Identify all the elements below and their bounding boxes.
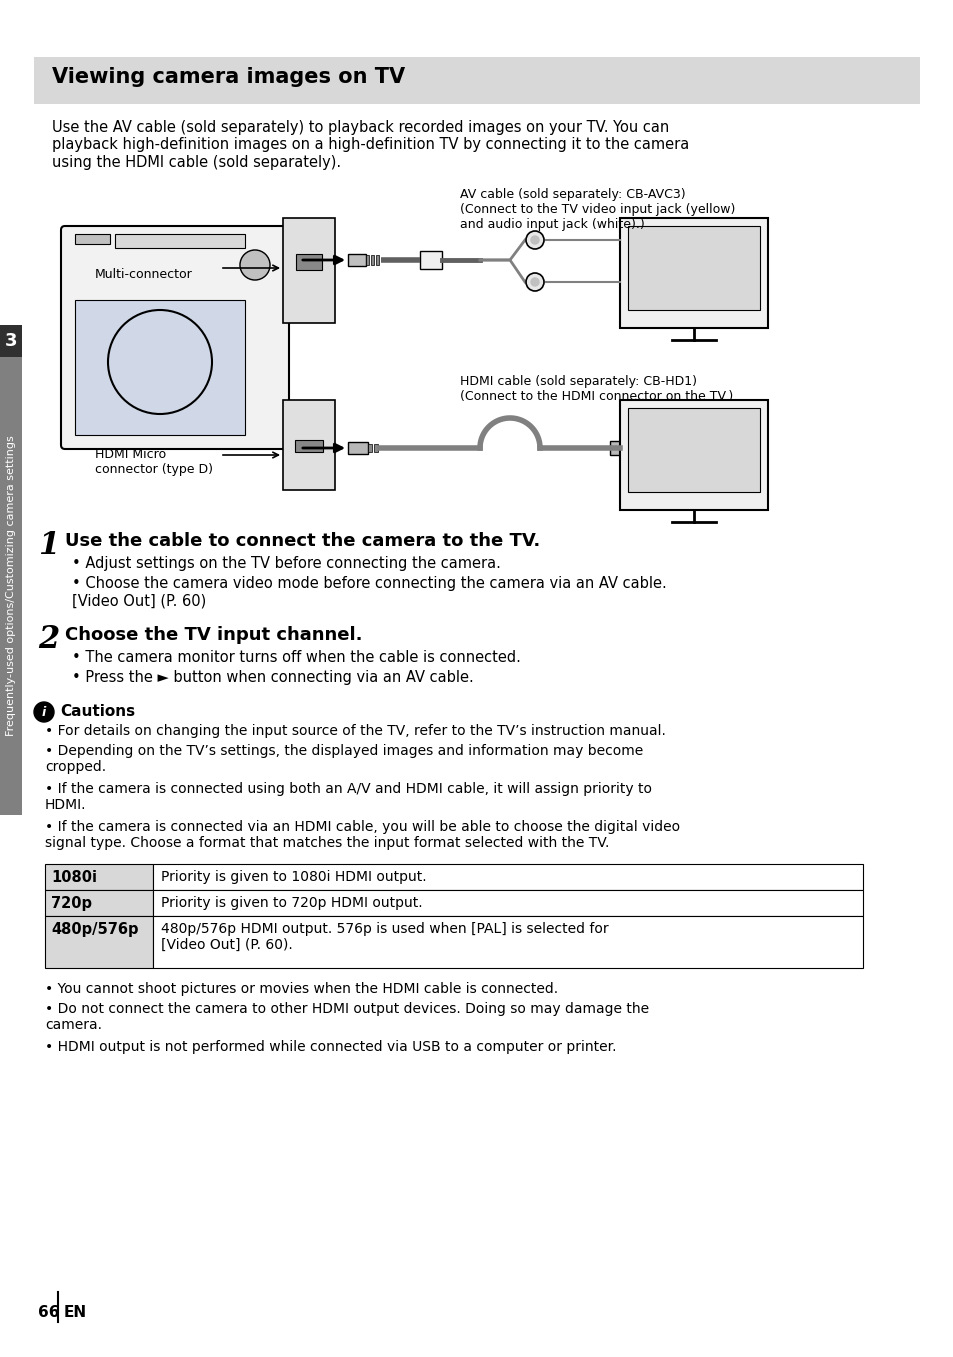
Text: 720p: 720p bbox=[51, 896, 91, 911]
Bar bbox=[619, 218, 767, 328]
Circle shape bbox=[142, 345, 178, 380]
Circle shape bbox=[240, 250, 270, 280]
Circle shape bbox=[130, 332, 190, 392]
Bar bbox=[374, 444, 377, 452]
Bar bbox=[368, 444, 372, 452]
Text: 3: 3 bbox=[5, 332, 17, 350]
Circle shape bbox=[108, 309, 212, 414]
Bar bbox=[348, 442, 368, 455]
Text: AV cable (sold separately: CB-AVC3)
(Connect to the TV video input jack (yellow): AV cable (sold separately: CB-AVC3) (Con… bbox=[459, 189, 735, 231]
Circle shape bbox=[531, 236, 538, 244]
Bar bbox=[627, 227, 760, 309]
Text: Frequently-used options/Customizing camera settings: Frequently-used options/Customizing came… bbox=[6, 436, 16, 737]
Bar bbox=[152, 916, 862, 968]
Bar bbox=[45, 890, 152, 916]
Text: • Adjust settings on the TV before connecting the camera.: • Adjust settings on the TV before conne… bbox=[71, 556, 500, 571]
Circle shape bbox=[531, 278, 538, 286]
Text: 480p/576p HDMI output. 576p is used when [PAL] is selected for
[Video Out] (P. 6: 480p/576p HDMI output. 576p is used when… bbox=[161, 921, 608, 953]
Bar bbox=[115, 233, 245, 248]
Bar bbox=[0, 324, 22, 816]
Bar bbox=[348, 254, 366, 266]
Text: Priority is given to 1080i HDMI output.: Priority is given to 1080i HDMI output. bbox=[161, 870, 426, 883]
Bar bbox=[75, 233, 110, 244]
Text: • For details on changing the input source of the TV, refer to the TV’s instruct: • For details on changing the input sour… bbox=[45, 725, 665, 738]
Text: 2: 2 bbox=[38, 624, 59, 655]
Circle shape bbox=[118, 320, 202, 404]
Text: • Do not connect the camera to other HDMI output devices. Doing so may damage th: • Do not connect the camera to other HDM… bbox=[45, 1001, 648, 1033]
Text: • Choose the camera video mode before connecting the camera via an AV cable.
[Vi: • Choose the camera video mode before co… bbox=[71, 575, 666, 608]
Text: • Press the ► button when connecting via an AV cable.: • Press the ► button when connecting via… bbox=[71, 670, 474, 685]
Text: • The camera monitor turns off when the cable is connected.: • The camera monitor turns off when the … bbox=[71, 650, 520, 665]
Text: • You cannot shoot pictures or movies when the HDMI cable is connected.: • You cannot shoot pictures or movies wh… bbox=[45, 982, 558, 996]
Text: • HDMI output is not performed while connected via USB to a computer or printer.: • HDMI output is not performed while con… bbox=[45, 1039, 616, 1054]
Text: Choose the TV input channel.: Choose the TV input channel. bbox=[65, 626, 362, 645]
Bar bbox=[75, 300, 245, 436]
Bar bbox=[34, 57, 919, 104]
Text: • Depending on the TV’s settings, the displayed images and information may becom: • Depending on the TV’s settings, the di… bbox=[45, 744, 642, 775]
Bar bbox=[152, 864, 862, 890]
Bar bbox=[627, 408, 760, 493]
Circle shape bbox=[525, 231, 543, 248]
Bar bbox=[0, 324, 22, 357]
Text: i: i bbox=[42, 706, 46, 718]
Bar bbox=[366, 255, 369, 265]
Bar bbox=[609, 441, 627, 455]
Bar bbox=[375, 255, 378, 265]
Text: HDMI cable (sold separately: CB-HD1)
(Connect to the HDMI connector on the TV.): HDMI cable (sold separately: CB-HD1) (Co… bbox=[459, 375, 733, 403]
Bar bbox=[295, 254, 322, 270]
Text: 1080i: 1080i bbox=[51, 870, 97, 885]
Text: Use the AV cable (sold separately) to playback recorded images on your TV. You c: Use the AV cable (sold separately) to pl… bbox=[52, 119, 688, 170]
Text: Priority is given to 720p HDMI output.: Priority is given to 720p HDMI output. bbox=[161, 896, 422, 911]
Circle shape bbox=[34, 702, 54, 722]
Text: Cautions: Cautions bbox=[60, 704, 135, 719]
Text: EN: EN bbox=[64, 1305, 87, 1320]
Text: HDMI Micro
connector (type D): HDMI Micro connector (type D) bbox=[95, 448, 213, 476]
Text: • If the camera is connected via an HDMI cable, you will be able to choose the d: • If the camera is connected via an HDMI… bbox=[45, 820, 679, 851]
FancyBboxPatch shape bbox=[61, 227, 289, 449]
Circle shape bbox=[150, 351, 170, 372]
Text: 66: 66 bbox=[38, 1305, 59, 1320]
Bar bbox=[152, 890, 862, 916]
Bar bbox=[419, 251, 441, 269]
Text: 480p/576p: 480p/576p bbox=[51, 921, 138, 936]
Text: 1: 1 bbox=[38, 531, 59, 560]
Bar bbox=[45, 916, 152, 968]
Bar bbox=[371, 255, 374, 265]
Text: Viewing camera images on TV: Viewing camera images on TV bbox=[52, 66, 405, 87]
Text: Multi-connector: Multi-connector bbox=[95, 267, 193, 281]
Bar bbox=[283, 400, 335, 490]
Text: Use the cable to connect the camera to the TV.: Use the cable to connect the camera to t… bbox=[65, 532, 539, 550]
Bar bbox=[619, 400, 767, 510]
Bar bbox=[45, 864, 152, 890]
Text: • If the camera is connected using both an A/V and HDMI cable, it will assign pr: • If the camera is connected using both … bbox=[45, 782, 651, 813]
Bar bbox=[294, 440, 323, 452]
Bar bbox=[283, 218, 335, 323]
Circle shape bbox=[525, 273, 543, 290]
